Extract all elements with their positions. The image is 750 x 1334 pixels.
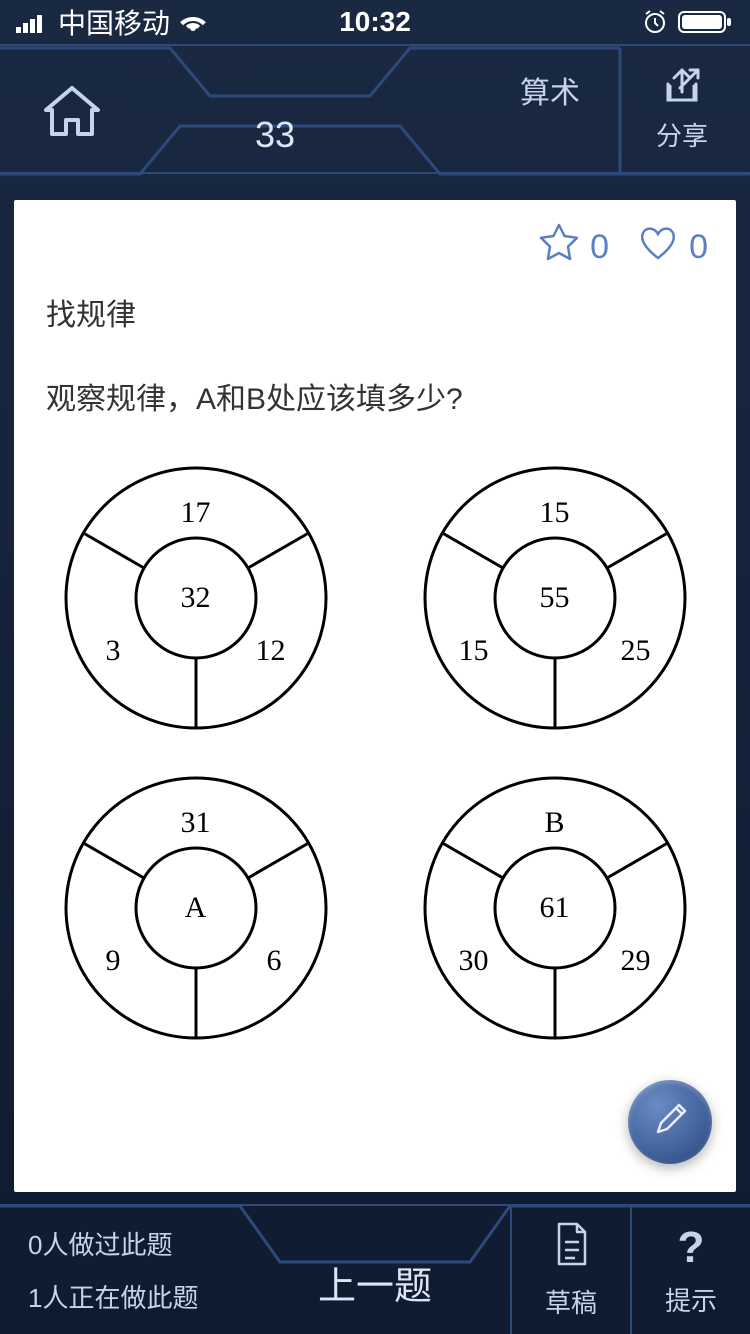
wheel-right: 12 <box>256 634 286 668</box>
draft-label: 草稿 <box>545 1283 597 1320</box>
question-prompt: 观察规律，A和B处应该填多少? <box>46 374 704 418</box>
home-button[interactable] <box>36 76 108 148</box>
prev-label: 上一题 <box>318 1255 432 1310</box>
share-button[interactable]: 分享 <box>642 64 722 153</box>
wheel-center: A <box>185 891 207 925</box>
wheel-left: 30 <box>459 944 489 978</box>
like-button[interactable]: 0 <box>637 222 708 273</box>
battery-icon <box>678 9 734 35</box>
wheel-right: 6 <box>267 944 282 978</box>
status-right <box>642 9 734 35</box>
status-left: 中国移动 <box>16 2 208 42</box>
star-count: 0 <box>590 228 609 267</box>
question-number: 33 <box>255 114 295 156</box>
hint-label: 提示 <box>665 1281 717 1318</box>
wifi-icon <box>178 11 208 33</box>
draft-button[interactable]: 草稿 <box>510 1206 630 1334</box>
wheel-2: 31 9 6 A <box>56 768 336 1048</box>
hint-icon: ? <box>678 1223 705 1273</box>
bottom-stats: 0人做过此题 1人正在做此题 <box>0 1206 240 1334</box>
heart-icon <box>637 222 679 273</box>
wheel-left: 15 <box>459 634 489 668</box>
status-bar: 中国移动 10:32 <box>0 0 750 44</box>
wheel-left: 3 <box>106 634 121 668</box>
draft-icon <box>551 1220 591 1275</box>
question-title: 找规律 <box>46 290 704 334</box>
wheel-right: 25 <box>621 634 651 668</box>
edit-fab[interactable] <box>628 1080 712 1164</box>
clock: 10:32 <box>339 6 411 38</box>
card-body: 找规律 观察规律，A和B处应该填多少? 17 3 12 32 15 15 25 … <box>46 290 704 1172</box>
wheel-top: B <box>544 806 564 840</box>
wheel-1: 15 15 25 55 <box>415 458 695 738</box>
wheel-grid: 17 3 12 32 15 15 25 55 31 9 6 A <box>46 458 704 1048</box>
card-action-icons: 0 0 <box>538 222 708 273</box>
wheel-0: 17 3 12 32 <box>56 458 336 738</box>
wheel-left: 9 <box>106 944 121 978</box>
wheel-top: 17 <box>181 496 211 530</box>
done-count: 0人做过此题 <box>28 1225 240 1262</box>
prev-question-button[interactable]: 上一题 <box>240 1206 510 1334</box>
star-button[interactable]: 0 <box>538 222 609 273</box>
wheel-3: B 30 29 61 <box>415 768 695 1048</box>
pencil-icon <box>650 1100 690 1145</box>
like-count: 0 <box>689 228 708 267</box>
wheel-center: 55 <box>540 581 570 615</box>
star-icon <box>538 222 580 273</box>
doing-count: 1人正在做此题 <box>28 1278 240 1315</box>
carrier-label: 中国移动 <box>58 2 170 42</box>
wheel-top: 31 <box>181 806 211 840</box>
content-card: 0 0 找规律 观察规律，A和B处应该填多少? 17 3 12 32 15 <box>14 200 736 1192</box>
signal-icon <box>16 11 50 33</box>
share-label: 分享 <box>656 116 708 153</box>
alarm-icon <box>642 9 668 35</box>
bottom-bar: 0人做过此题 1人正在做此题 上一题 草稿 ? 提示 <box>0 1204 750 1334</box>
wheel-right: 29 <box>621 944 651 978</box>
top-nav: 算术 33 分享 <box>0 44 750 174</box>
wheel-center: 61 <box>540 891 570 925</box>
wheel-center: 32 <box>181 581 211 615</box>
wheel-top: 15 <box>540 496 570 530</box>
category-label: 算术 <box>520 68 580 112</box>
hint-button[interactable]: ? 提示 <box>630 1206 750 1334</box>
